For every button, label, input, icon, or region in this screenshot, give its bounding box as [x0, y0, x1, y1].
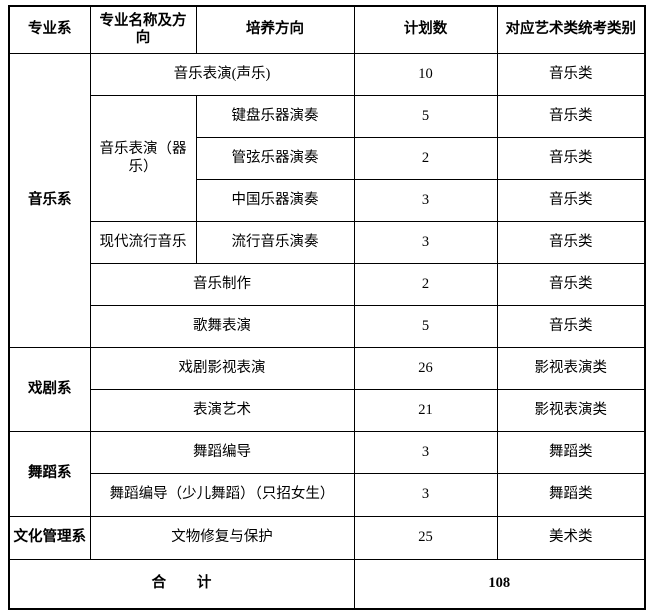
major-cell-modern-pop: 现代流行音乐 — [89, 221, 197, 264]
direction-cell: 管弦乐器演奏 — [195, 137, 355, 180]
category-cell: 美术类 — [496, 516, 646, 560]
table-row: 歌舞表演 5 音乐类 — [9, 305, 646, 348]
table-row: 现代流行音乐 流行音乐演奏 3 音乐类 — [9, 221, 646, 264]
dept-cell-drama: 戏剧系 — [8, 347, 91, 432]
category-cell: 影视表演类 — [496, 347, 646, 390]
table-row: 舞蹈系 舞蹈编导 3 舞蹈类 — [8, 431, 646, 517]
dept-cell-culture-management: 文化管理系 — [8, 516, 91, 560]
direction-cell: 流行音乐演奏 — [195, 221, 355, 264]
enrollment-plan-table: 专业系 专业名称及方向 培养方向 计划数 对应艺术类统考类别 音乐系 音乐表演(… — [8, 5, 646, 610]
category-cell: 音乐类 — [496, 263, 646, 306]
major-cell-song-dance: 歌舞表演 — [89, 305, 355, 348]
plan-cell: 3 — [353, 473, 498, 517]
plan-cell: 3 — [353, 179, 498, 222]
plan-cell: 5 — [353, 305, 498, 348]
table-row: 舞蹈编导（少儿舞蹈）（只招女生） 3 舞蹈类 — [9, 473, 646, 517]
major-cell-relic-restoration: 文物修复与保护 — [89, 516, 355, 560]
major-cell-performing-arts: 表演艺术 — [89, 389, 355, 432]
table-row: 表演艺术 21 影视表演类 — [9, 389, 646, 432]
plan-cell: 5 — [353, 95, 498, 138]
major-cell-vocal: 音乐表演(声乐) — [89, 53, 355, 96]
table-sheet: 专业系 专业名称及方向 培养方向 计划数 对应艺术类统考类别 音乐系 音乐表演(… — [8, 5, 646, 610]
category-cell: 音乐类 — [496, 95, 646, 138]
major-cell-music-production: 音乐制作 — [89, 263, 355, 306]
header-training-direction: 培养方向 — [195, 5, 355, 54]
header-department: 专业系 — [8, 5, 91, 54]
dept-cell-dance: 舞蹈系 — [8, 431, 91, 517]
plan-cell: 10 — [353, 53, 498, 96]
header-plan-count: 计划数 — [353, 5, 498, 54]
plan-cell: 2 — [353, 137, 498, 180]
direction-cell: 中国乐器演奏 — [195, 179, 355, 222]
total-label: 合 计 — [8, 559, 355, 610]
plan-cell: 25 — [353, 516, 498, 560]
table-row: 音乐系 音乐表演(声乐) 10 音乐类 — [8, 53, 646, 348]
category-cell: 音乐类 — [496, 305, 646, 348]
header-art-exam-category: 对应艺术类统考类别 — [496, 5, 646, 54]
category-cell: 音乐类 — [496, 137, 646, 180]
major-cell-drama-film: 戏剧影视表演 — [89, 347, 355, 390]
plan-cell: 3 — [353, 221, 498, 264]
major-cell-instrumental: 音乐表演（器乐） — [89, 95, 197, 222]
major-cell-choreography: 舞蹈编导 — [89, 431, 355, 474]
table-row: 文化管理系 文物修复与保护 25 美术类 — [8, 516, 646, 560]
total-value: 108 — [353, 559, 646, 610]
table-row: 中国乐器演奏 3 音乐类 — [9, 179, 646, 222]
dept-cell-music: 音乐系 — [8, 53, 91, 348]
category-cell: 音乐类 — [496, 221, 646, 264]
plan-cell: 3 — [353, 431, 498, 474]
table-total-row: 合 计 108 — [8, 559, 646, 610]
table-row: 戏剧系 戏剧影视表演 26 影视表演类 — [8, 347, 646, 432]
header-major-name: 专业名称及方向 — [89, 5, 197, 54]
plan-cell: 26 — [353, 347, 498, 390]
category-cell: 舞蹈类 — [496, 473, 646, 517]
category-cell: 舞蹈类 — [496, 431, 646, 474]
major-cell-children-dance: 舞蹈编导（少儿舞蹈）（只招女生） — [89, 473, 355, 517]
table-row: 音乐表演（器乐） 键盘乐器演奏 5 音乐类 — [9, 95, 646, 222]
direction-cell: 键盘乐器演奏 — [195, 95, 355, 138]
plan-cell: 21 — [353, 389, 498, 432]
table-header-row: 专业系 专业名称及方向 培养方向 计划数 对应艺术类统考类别 — [8, 5, 646, 54]
table-row: 音乐制作 2 音乐类 — [9, 263, 646, 306]
category-cell: 音乐类 — [496, 53, 646, 96]
table-row: 管弦乐器演奏 2 音乐类 — [9, 137, 646, 180]
category-cell: 影视表演类 — [496, 389, 646, 432]
category-cell: 音乐类 — [496, 179, 646, 222]
plan-cell: 2 — [353, 263, 498, 306]
